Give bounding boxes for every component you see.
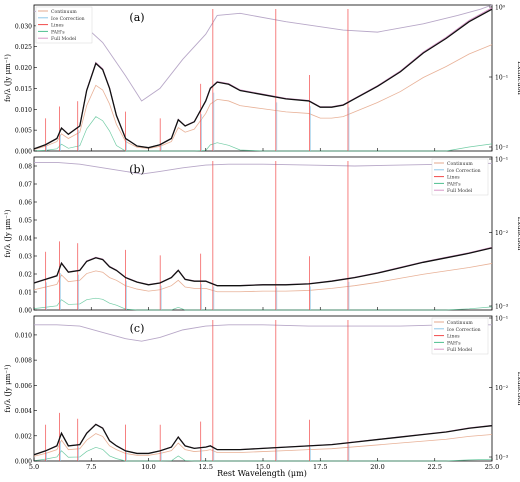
left-axis-label: fν/λ (Jy μm⁻¹) bbox=[4, 364, 12, 412]
y-tick-label: 0.004 bbox=[15, 408, 32, 415]
x-axis-label: Rest Wavelength (μm) bbox=[217, 469, 307, 478]
x-tick-label: 15.0 bbox=[256, 463, 270, 471]
legend-entry: PAH's bbox=[51, 29, 65, 35]
right-tick-label: 10⁻³ bbox=[495, 304, 509, 311]
right-tick-label: 10⁰ bbox=[495, 5, 506, 12]
right-tick-label: 10⁻² bbox=[495, 230, 509, 237]
legend-entry: Lines bbox=[447, 334, 460, 340]
y-tick-label: 0.03 bbox=[19, 254, 33, 261]
chart-panel-1: 0.00 0.01 0.02 0.03 0.04 0.05 0.06 0.07 0.08 10⁻¹… bbox=[4, 157, 520, 315]
pah-component bbox=[33, 297, 493, 311]
left-axis-label: fν/λ (Jy μm⁻¹) bbox=[4, 209, 12, 257]
right-tick-label: 10⁻¹ bbox=[495, 75, 508, 82]
y-tick-label: 0.000 bbox=[15, 459, 32, 466]
legend-entry: Continuum bbox=[447, 320, 473, 326]
pah-component bbox=[33, 446, 493, 462]
plot-frame bbox=[33, 315, 493, 462]
y-tick-label: 0.02 bbox=[19, 272, 33, 279]
plot-frame bbox=[33, 4, 493, 152]
chart-panel-2: 0.000 0.002 0.004 0.006 0.008 0.010 10⁻¹ 10⁻² 10… bbox=[4, 316, 520, 472]
legend-entry: PAH's bbox=[447, 181, 461, 187]
data-curve bbox=[33, 423, 493, 456]
extinction-curve bbox=[34, 161, 493, 175]
y-tick-label: 0.015 bbox=[15, 86, 32, 93]
full-model-curve bbox=[33, 246, 493, 286]
x-tick-label: 7.5 bbox=[86, 463, 96, 471]
y-tick-label: 0.04 bbox=[19, 236, 33, 243]
legend-entry: Lines bbox=[51, 23, 64, 29]
pah-component bbox=[33, 116, 493, 152]
right-axis-label: Extinction bbox=[516, 61, 520, 95]
legend-entry: Continuum bbox=[447, 161, 473, 167]
legend-entry: Ice Correction bbox=[447, 168, 481, 174]
y-tick-label: 0.01 bbox=[19, 290, 32, 297]
y-tick-label: 0.002 bbox=[15, 433, 32, 440]
right-axis-label: Extinction bbox=[516, 372, 520, 406]
legend-entry: PAH's bbox=[447, 340, 461, 346]
x-tick-label: 5.0 bbox=[29, 463, 39, 471]
legend-entry: Full Model bbox=[51, 36, 77, 42]
y-tick-label: 0.00 bbox=[19, 308, 33, 315]
x-tick-label: 22.5 bbox=[428, 463, 442, 471]
y-tick-label: 0.025 bbox=[15, 44, 32, 51]
right-tick-label: 10⁻¹ bbox=[495, 316, 508, 323]
y-tick-label: 0.030 bbox=[15, 23, 32, 30]
y-tick-label: 0.010 bbox=[15, 107, 32, 114]
y-tick-label: 0.07 bbox=[19, 182, 33, 189]
right-tick-label: 10⁻³ bbox=[495, 455, 509, 462]
y-tick-label: 0.010 bbox=[15, 332, 32, 339]
y-tick-label: 0.005 bbox=[15, 128, 32, 135]
y-tick-label: 0.020 bbox=[15, 65, 32, 72]
right-tick-label: 10⁻² bbox=[495, 385, 509, 392]
right-axis-label: Extinction bbox=[516, 217, 520, 251]
y-tick-label: 0.006 bbox=[15, 383, 32, 390]
legend-entry: Lines bbox=[447, 175, 460, 181]
continuum-component bbox=[33, 433, 493, 457]
data-curve bbox=[33, 247, 493, 287]
continuum-component bbox=[33, 263, 493, 293]
x-tick-label: 25.0 bbox=[485, 463, 499, 471]
legend-entry: Ice Correction bbox=[447, 327, 481, 333]
panel-label: (b) bbox=[129, 163, 145, 176]
y-tick-label: 0.008 bbox=[15, 358, 32, 365]
legend-entry: Full Model bbox=[447, 347, 473, 353]
full-model-curve bbox=[33, 7, 493, 150]
left-axis-label: fν/λ (Jy μm⁻¹) bbox=[4, 54, 12, 102]
continuum-component bbox=[33, 44, 493, 150]
y-tick-label: 0.05 bbox=[19, 218, 33, 225]
legend-entry: Continuum bbox=[51, 9, 77, 15]
y-tick-label: 0.06 bbox=[19, 200, 33, 207]
right-tick-label: 10⁻¹ bbox=[495, 157, 508, 164]
plot-frame bbox=[33, 156, 493, 311]
x-tick-label: 10.0 bbox=[141, 463, 155, 471]
x-tick-label: 12.5 bbox=[199, 463, 213, 471]
data-curve bbox=[33, 8, 493, 150]
right-tick-label: 10⁻² bbox=[495, 145, 509, 152]
extinction-curve bbox=[33, 4, 493, 102]
chart-panel-0: 0.000 0.005 0.010 0.015 0.020 0.025 0.030 10⁰ 10… bbox=[4, 5, 520, 156]
legend-entry: Full Model bbox=[447, 188, 473, 194]
y-tick-label: 0.000 bbox=[15, 149, 32, 156]
x-tick-label: 17.5 bbox=[313, 463, 327, 471]
y-tick-label: 0.08 bbox=[19, 164, 33, 171]
legend-entry: Ice Correction bbox=[51, 16, 85, 22]
extinction-curve bbox=[34, 324, 492, 342]
panel-label: (a) bbox=[129, 11, 144, 24]
panel-label: (c) bbox=[130, 322, 145, 335]
x-tick-label: 20.0 bbox=[370, 463, 384, 471]
